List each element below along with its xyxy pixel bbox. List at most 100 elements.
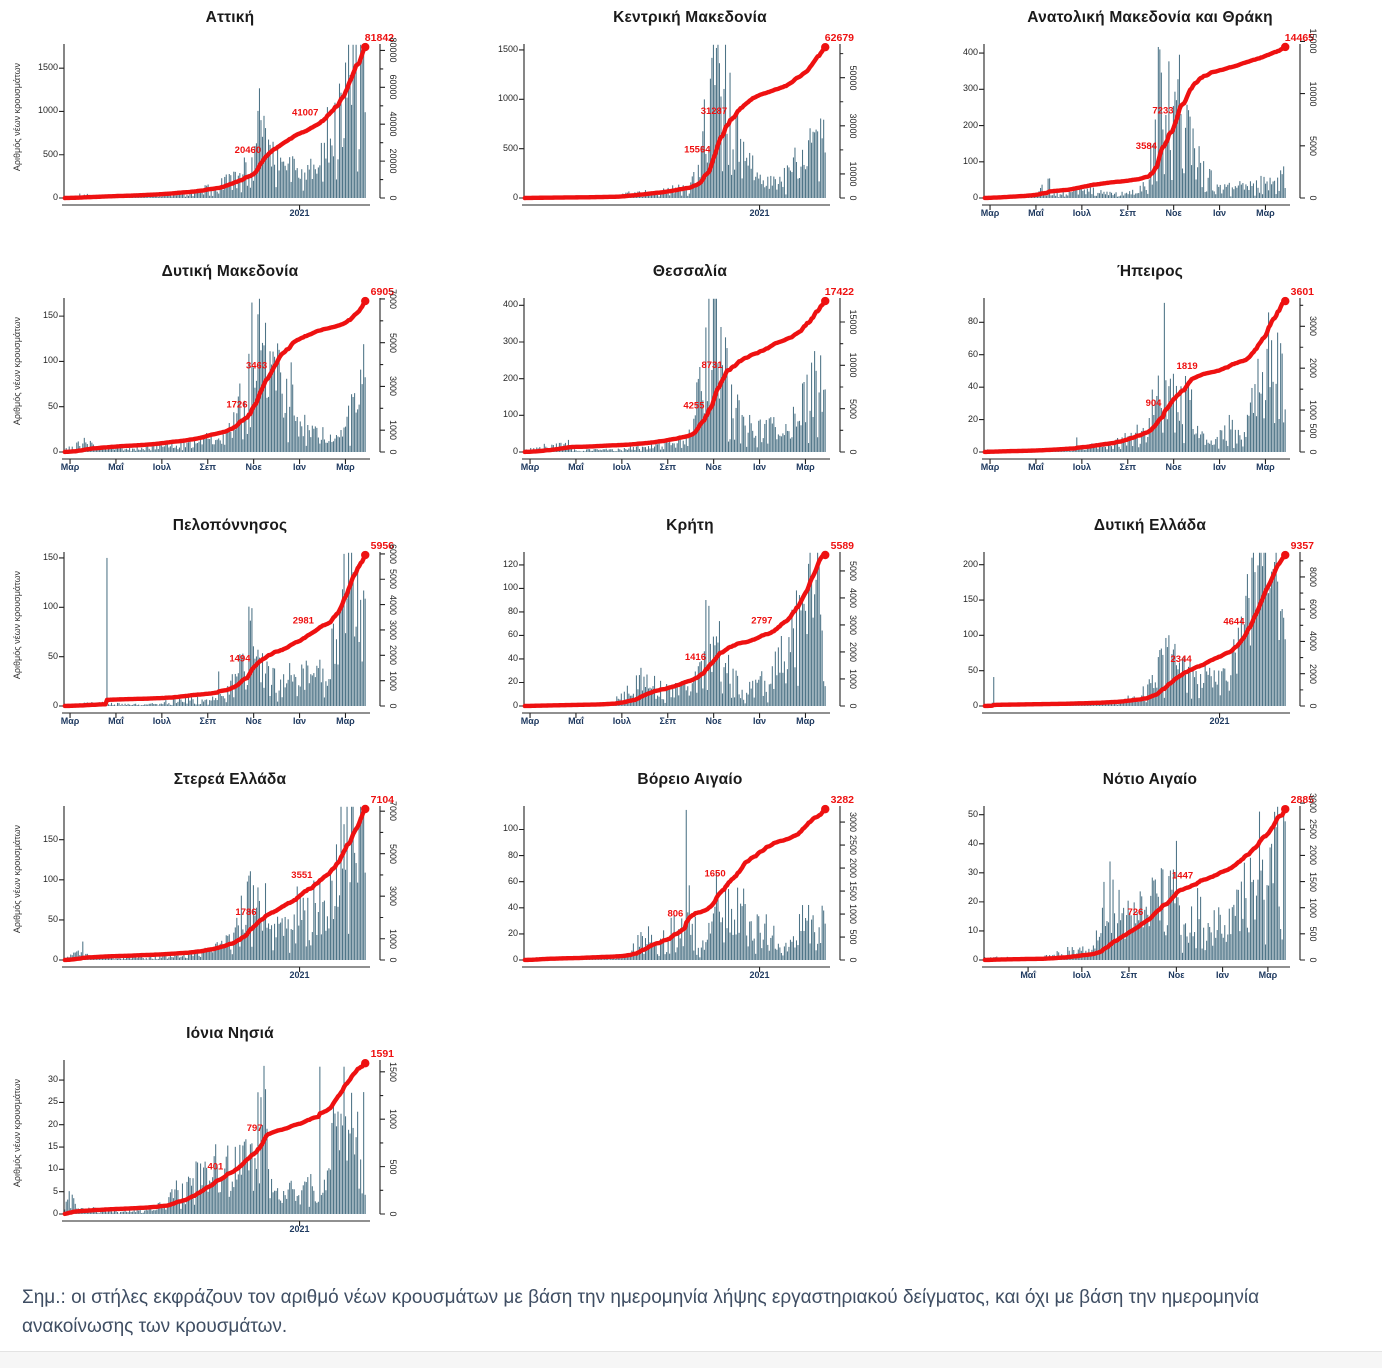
right-axis-tick-label: 5000 — [388, 843, 398, 864]
plot-area: Αριθμός νέων κρουσμάτων 0510152025300500… — [4, 1046, 456, 1268]
right-axis-tick-label: 2500 — [1308, 819, 1318, 840]
left-axis-tick-label: 100 — [42, 601, 58, 612]
chart-title: Κρήτη — [666, 517, 714, 534]
x-axis-tick-label: 2021 — [289, 208, 310, 218]
right-axis-tick-label: 6000 — [388, 543, 398, 564]
x-axis-tick-label: 2021 — [289, 970, 310, 980]
left-axis-tick-label: 50 — [967, 808, 978, 819]
left-axis-tick-label: 40 — [967, 381, 978, 392]
left-axis-tick-label: 30 — [967, 866, 978, 877]
chart-title: Νότιο Αιγαίο — [1102, 771, 1198, 788]
right-axis-tick-label: 5000 — [848, 398, 858, 419]
left-axis-tick-label: 60 — [507, 875, 518, 886]
left-axis-tick-label: 1500 — [497, 43, 518, 54]
right-axis-tick-label: 10000 — [1308, 81, 1318, 107]
right-axis-tick-label: 3000 — [1308, 316, 1318, 337]
left-axis-tick-label: 10 — [47, 1163, 58, 1174]
left-axis-tick-label: 150 — [42, 551, 58, 562]
right-axis-tick-label: 1000 — [848, 904, 858, 925]
chart-title: Ανατολική Μακεδονία και Θράκη — [1027, 9, 1273, 26]
right-axis-tick-label: 3000 — [848, 812, 858, 833]
x-axis-tick-label: Σεπ — [199, 462, 217, 472]
right-axis-tick-label: 1000 — [1308, 897, 1318, 918]
chart-canvas — [464, 284, 904, 490]
x-axis-tick-label: Σεπ — [199, 716, 217, 726]
x-axis-tick-label: Ιουλ — [152, 716, 171, 726]
right-axis-tick-label: 7000 — [388, 288, 398, 309]
footer-strip — [0, 1351, 1382, 1368]
chart-card-kentriki-makedonia: Κεντρική Μακεδονία 0 500 1000 1500 0 10000 300… — [460, 0, 920, 254]
plot-area: 0 10 20 30 40 50 0 500 1000 1500 2000 2500 3000 Μαΐ Ιο… — [924, 792, 1376, 1014]
right-axis-tick-label: 8000 — [1308, 566, 1318, 587]
x-axis-tick-label: Ιαν — [753, 716, 767, 726]
chart-title: Δυτική Ελλάδα — [1093, 517, 1207, 534]
right-axis-tick-label: 5000 — [388, 569, 398, 590]
right-axis-tick-label: 1000 — [1308, 400, 1318, 421]
left-axis-tick-label: 0 — [52, 1208, 58, 1218]
plot-area: 0 500 1000 1500 0 10000 30000 50000 2021 — [464, 30, 916, 252]
left-axis-tick-label: 300 — [502, 336, 518, 346]
right-axis-tick-label: 30000 — [848, 113, 858, 139]
x-axis-tick-label: Μαρ — [520, 716, 540, 726]
right-axis-tick-label: 5000 — [1308, 135, 1318, 156]
left-axis-tick-label: 300 — [962, 83, 978, 94]
x-axis-tick-label: Μαρ — [980, 462, 1000, 472]
left-axis-tick-label: 20 — [967, 413, 978, 424]
right-axis-tick-label: 2500 — [848, 835, 858, 856]
plot-area: 0 20 40 60 80 0 500 1000 2000 3000 Μαρ Μαΐ Ιουλ Σεπ Νο… — [924, 284, 1376, 506]
x-axis-tick-label: Ιαν — [1213, 462, 1227, 472]
chart-canvas — [464, 538, 904, 744]
right-axis-tick-label: 0 — [388, 195, 398, 201]
left-axis-tick-label: 200 — [962, 558, 978, 569]
chart-title: Στερεά Ελλάδα — [173, 771, 287, 788]
x-axis-tick-label: Ιουλ — [1072, 970, 1091, 980]
x-axis-tick-label: Μαρ — [60, 716, 80, 726]
right-axis-tick-label: 0 — [388, 449, 398, 455]
left-axis-tick-label: 150 — [962, 594, 978, 605]
left-axis-tick-label: 120 — [502, 558, 518, 569]
chart-canvas — [464, 30, 904, 236]
left-axis-tick-label: 20 — [47, 1118, 58, 1129]
chart-canvas — [4, 792, 444, 998]
left-axis-tick-label: 1500 — [37, 62, 58, 73]
right-axis-tick-label: 500 — [848, 929, 858, 945]
x-axis-tick-label: Μαρ — [796, 462, 815, 472]
chart-card-attiki: Αττική Αριθμός νέων κρουσμάτων 050010001… — [0, 0, 460, 254]
left-axis-tick-label: 10 — [967, 924, 978, 935]
right-axis-tick-label: 15000 — [1308, 28, 1318, 54]
right-axis-tick-label: 3000 — [1308, 793, 1318, 814]
right-axis-tick-label: 1000 — [388, 928, 398, 949]
left-axis-tick-label: 150 — [42, 833, 58, 844]
plot-area: Αριθμός νέων κρουσμάτων 0501001500100030… — [4, 284, 456, 506]
x-axis-tick-label: Νοε — [705, 462, 722, 472]
x-axis-tick-label: Μαρ — [1256, 462, 1275, 472]
right-axis-tick-label: 7000 — [388, 801, 398, 822]
left-axis-tick-label: 500 — [502, 142, 518, 153]
right-axis-tick-label: 3000 — [388, 886, 398, 907]
left-axis-tick-label: 0 — [972, 954, 978, 964]
x-axis-tick-label: Μαΐ — [1028, 462, 1044, 472]
left-axis-tick-label: 100 — [502, 582, 518, 593]
chart-card-ionia-nisia: Ιόνια Νησιά Αριθμός νέων κρουσμάτων 0510… — [0, 1016, 460, 1270]
left-axis-tick-label: 200 — [502, 372, 518, 383]
x-axis-tick-label: 2021 — [1209, 716, 1230, 726]
left-axis-tick-label: 0 — [972, 700, 978, 710]
left-axis-tick-label: 20 — [967, 895, 978, 906]
right-axis-tick-label: 5000 — [848, 560, 858, 581]
right-axis-tick-label: 2000 — [848, 858, 858, 879]
x-axis-tick-label: Ιαν — [293, 716, 307, 726]
x-axis-tick-label: Ιουλ — [1072, 208, 1091, 218]
chart-title: Αττική — [205, 9, 255, 26]
right-axis-tick-label: 0 — [1308, 957, 1318, 963]
x-axis-tick-label: Νοε — [1165, 462, 1182, 472]
left-axis-tick-label: 0 — [512, 446, 518, 456]
right-axis-tick-label: 1000 — [388, 1109, 398, 1130]
x-axis-tick-label: Σεπ — [1119, 208, 1137, 218]
right-axis-tick-label: 15000 — [848, 309, 858, 335]
left-axis-tick-label: 80 — [507, 849, 518, 860]
left-axis-tick-label: 100 — [962, 629, 978, 640]
left-axis-tick-label: 80 — [967, 316, 978, 327]
left-axis-tick-label: 20 — [507, 927, 518, 938]
plot-area: 0 100 200 300 400 0 5000 10000 15000 Μαρ Μαΐ Ιουλ Σε… — [924, 28, 1376, 252]
x-axis-tick-label: Μαρ — [336, 716, 355, 726]
